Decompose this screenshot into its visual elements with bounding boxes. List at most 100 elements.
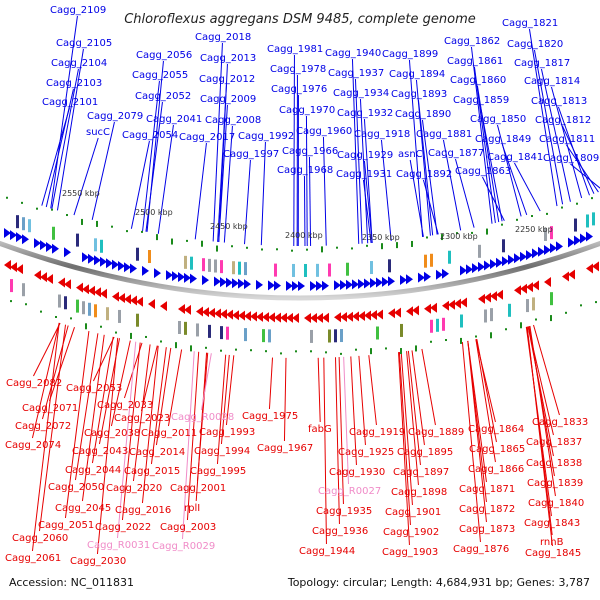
- gc-marker: [505, 328, 507, 331]
- reverse-gene-arrow: [160, 301, 167, 312]
- cog-bar-forward: [574, 218, 577, 232]
- leader-line: [132, 344, 151, 482]
- cog-bar-reverse: [10, 279, 13, 293]
- forward-gene-label: Cagg_1861: [447, 56, 503, 67]
- reverse-gene-arrow: [364, 310, 371, 321]
- cog-bar-forward: [208, 258, 211, 272]
- gc-marker: [325, 351, 327, 354]
- gc-marker: [280, 352, 282, 355]
- reverse-gene-label: Cagg_2072: [15, 421, 71, 432]
- reverse-gene-arrow: [562, 271, 569, 282]
- gc-marker: [475, 335, 477, 338]
- gc-marker: [250, 349, 252, 352]
- gc-marker: [55, 315, 57, 318]
- reverse-gene-arrow: [208, 307, 215, 318]
- forward-gene-label: Cagg_2012: [199, 74, 255, 85]
- leader-line: [220, 354, 230, 445]
- leader-line: [470, 46, 493, 224]
- reverse-gene-arrow: [10, 262, 17, 273]
- forward-gene-arrow: [406, 274, 413, 285]
- reverse-gene-label: Cagg_2001: [170, 483, 226, 494]
- cog-bar-reverse: [196, 323, 199, 337]
- forward-gene-arrow: [88, 253, 95, 264]
- gc-marker: [145, 335, 147, 338]
- reverse-gene-label: Cagg_1903: [382, 547, 438, 558]
- leader-line: [216, 354, 227, 465]
- forward-gene-arrow: [490, 259, 497, 270]
- forward-gene-arrow: [586, 231, 593, 242]
- reverse-gene-arrow: [346, 311, 353, 322]
- cog-bar-reverse: [490, 308, 493, 322]
- leader-line: [225, 355, 235, 426]
- leader-line: [475, 339, 496, 463]
- reverse-gene-arrow: [220, 309, 227, 320]
- gc-marker: [340, 352, 342, 355]
- reverse-gene-label: Cagg_1889: [408, 427, 464, 438]
- reverse-gene-arrow: [448, 299, 455, 310]
- forward-gene-label: Cagg_1893: [391, 89, 447, 100]
- reverse-gene-label: Cagg_1876: [453, 544, 509, 555]
- reverse-gene-arrow: [484, 292, 491, 303]
- gc-marker: [516, 218, 518, 221]
- cog-bar-reverse: [106, 307, 109, 321]
- reverse-gene-arrow: [544, 276, 551, 287]
- reverse-gene-arrow: [334, 312, 341, 323]
- forward-gene-label: Cagg_1817: [514, 58, 570, 69]
- forward-gene-label: Cagg_2105: [56, 38, 112, 49]
- leader-line: [31, 322, 60, 439]
- gc-marker: [115, 331, 117, 334]
- cog-bar-reverse: [334, 329, 337, 343]
- forward-gene-arrow: [52, 243, 59, 254]
- cog-bar-reverse: [436, 318, 439, 332]
- forward-gene-label: Cagg_2041: [146, 114, 202, 125]
- reverse-gene-arrow: [304, 312, 311, 323]
- cog-bar-reverse: [118, 309, 121, 323]
- forward-gene-label: Cagg_1937: [328, 68, 384, 79]
- reverse-gene-arrow: [184, 304, 191, 315]
- leader-line: [407, 350, 421, 466]
- gc-marker: [171, 238, 173, 245]
- forward-gene-arrow: [388, 276, 395, 287]
- reverse-gene-arrow: [16, 264, 23, 275]
- forward-gene-arrow: [106, 258, 113, 269]
- gc-marker: [141, 230, 143, 233]
- reverse-gene-arrow: [148, 299, 155, 310]
- leader-line: [142, 80, 160, 232]
- cog-bar-forward: [28, 219, 31, 233]
- cog-bar-reverse: [460, 314, 463, 328]
- gc-marker: [111, 225, 113, 228]
- cog-bar-reverse: [220, 326, 223, 340]
- gc-marker: [486, 228, 488, 235]
- forward-gene-label: Cagg_1820: [507, 39, 563, 50]
- leader-line: [51, 68, 79, 209]
- leader-line: [74, 333, 99, 481]
- cog-bar-forward: [424, 254, 427, 268]
- cog-bar-reverse: [268, 329, 271, 343]
- gc-marker: [310, 350, 312, 353]
- leader-line: [417, 99, 434, 236]
- leader-line: [570, 163, 600, 189]
- reverse-gene-arrow: [310, 312, 317, 323]
- gc-marker: [276, 248, 278, 251]
- reverse-gene-label: Cagg_1865: [469, 444, 525, 455]
- cog-bar-forward: [586, 214, 589, 228]
- cog-bar-reverse: [88, 302, 91, 316]
- leader-line: [195, 352, 208, 502]
- reverse-gene-arrow: [4, 259, 11, 270]
- forward-gene-arrow: [4, 227, 11, 238]
- leader-line: [305, 115, 308, 246]
- reverse-gene-arrow: [358, 310, 365, 321]
- leader-line: [454, 158, 475, 228]
- forward-gene-label: Cagg_1821: [502, 18, 558, 29]
- reverse-gene-arrow: [196, 306, 203, 317]
- forward-gene-arrow: [520, 251, 527, 262]
- forward-gene-label: Cagg_2079: [87, 111, 143, 122]
- forward-gene-arrow: [340, 280, 347, 291]
- cog-bar-reverse: [76, 299, 79, 313]
- cog-bar-reverse: [442, 317, 445, 331]
- forward-gene-label: Cagg_1934: [333, 88, 389, 99]
- reverse-gene-arrow: [94, 287, 101, 298]
- reverse-gene-arrow: [424, 303, 431, 314]
- tick-label: 2400 kbp: [285, 231, 323, 240]
- gc-marker: [591, 197, 593, 200]
